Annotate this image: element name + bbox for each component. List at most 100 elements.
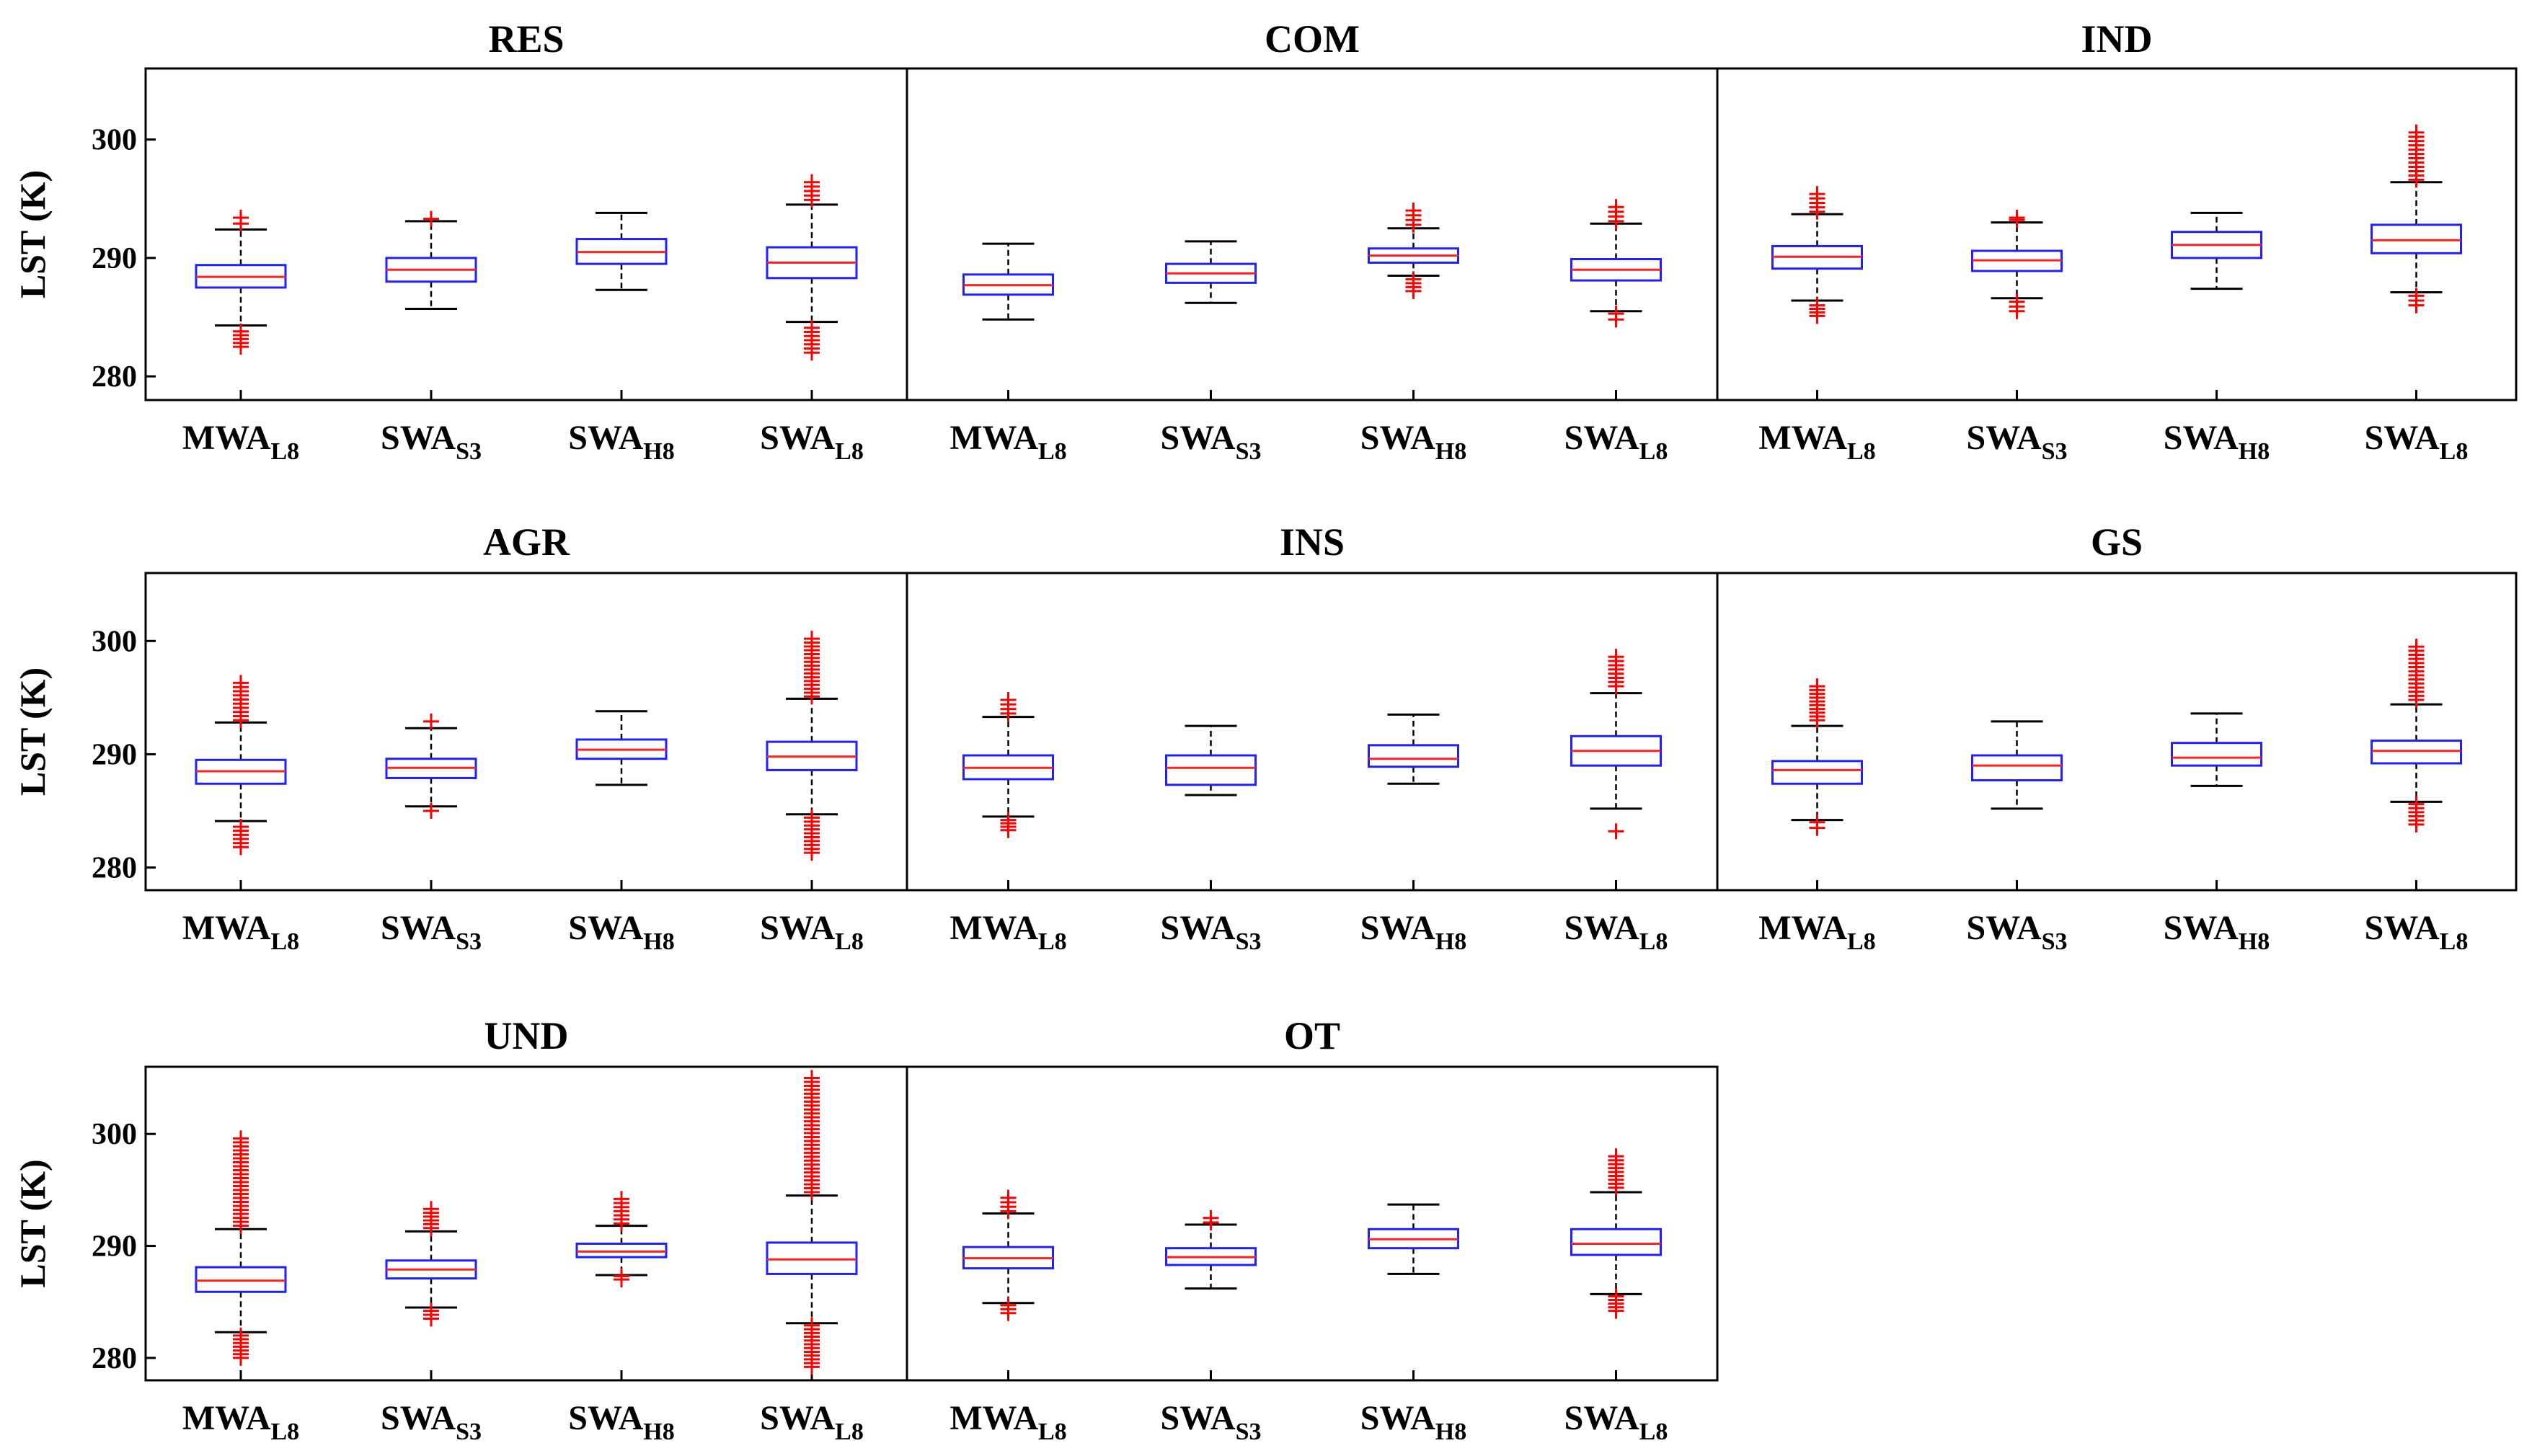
panel-ot: OT MWAL8 SWAS3 SWAH8 SWAL8 — [906, 1014, 1719, 1445]
box-swa-h8 — [1368, 1203, 1459, 1275]
y-tick-label: 300 — [92, 124, 137, 157]
outlier-low — [423, 803, 439, 819]
y-tick-label: 290 — [92, 242, 137, 275]
category-label: SWAS3 — [1161, 909, 1262, 955]
outlier-low — [1809, 814, 1825, 830]
panel-title: COM — [1265, 17, 1360, 61]
box-swa-l8 — [1570, 199, 1662, 328]
outlier-high — [233, 1130, 249, 1147]
outlier-low — [233, 819, 249, 835]
outlier-low — [1000, 812, 1017, 828]
panel-title: GS — [2091, 520, 2143, 564]
outlier-high — [804, 174, 820, 190]
outlier-low — [2408, 288, 2425, 304]
outlier-low — [2009, 293, 2025, 310]
box-mwa-l8 — [1771, 678, 1863, 836]
category-label: MWAL8 — [182, 419, 299, 465]
box-mwa-l8 — [962, 1189, 1054, 1321]
box-mwa-l8 — [195, 675, 287, 856]
iqr-box — [2371, 740, 2462, 765]
category-label: MWAL8 — [1758, 419, 1875, 465]
y-tick-label: 300 — [92, 1118, 137, 1151]
outlier-high — [1608, 649, 1624, 665]
iqr-box — [1165, 754, 1257, 786]
outlier-high — [1608, 199, 1624, 216]
outlier-low — [2408, 796, 2425, 812]
panel-title: OT — [1284, 1014, 1340, 1057]
outlier-high — [2408, 639, 2425, 655]
category-label: SWAH8 — [2164, 909, 2270, 955]
category-label: SWAS3 — [1161, 419, 1262, 465]
outlier-high — [1809, 186, 1825, 203]
box-mwa-l8 — [962, 242, 1054, 321]
panel-frame — [906, 67, 1719, 401]
box-swa-l8 — [2371, 124, 2462, 314]
outlier-high — [1608, 1148, 1624, 1165]
y-tick-label: 280 — [92, 852, 137, 885]
box-swa-l8 — [1570, 649, 1662, 840]
category-label: SWAL8 — [760, 909, 864, 955]
box-mwa-l8 — [195, 1130, 287, 1366]
category-label: MWAL8 — [950, 909, 1066, 955]
outlier-high — [233, 210, 249, 226]
outlier-high — [804, 631, 820, 647]
category-label: SWAS3 — [1161, 1399, 1262, 1445]
panel-und: UND LST (K) 280 290 300 MWAL8 SWAS3 SWAH8 SWAL8 — [12, 1014, 908, 1445]
box-swa-s3 — [1165, 724, 1257, 796]
box-swa-s3 — [385, 1201, 477, 1327]
iqr-box — [1971, 754, 2063, 782]
category-label: SWAS3 — [1967, 419, 2068, 465]
category-label: SWAL8 — [760, 419, 864, 465]
category-label: SWAL8 — [1564, 909, 1668, 955]
box-swa-s3 — [385, 713, 477, 819]
outlier-high — [804, 1070, 820, 1086]
outlier-high — [1000, 692, 1017, 708]
outlier-high — [1405, 203, 1422, 219]
iqr-box — [575, 1242, 668, 1259]
category-label: MWAL8 — [182, 909, 299, 955]
outlier-low — [1000, 1297, 1017, 1313]
category-label: SWAH8 — [568, 909, 675, 955]
box-swa-s3 — [1165, 240, 1257, 304]
y-axis-label: LST (K) — [12, 170, 53, 298]
iqr-box — [1771, 760, 1863, 785]
box-mwa-l8 — [1771, 186, 1863, 324]
panel-frame — [144, 67, 908, 401]
category-label: MWAL8 — [182, 1399, 299, 1445]
outlier-low — [233, 323, 249, 339]
box-swa-h8 — [575, 211, 668, 291]
panel-ins: INS MWAL8 SWAS3 SWAH8 SWAL8 — [906, 520, 1719, 955]
box-swa-h8 — [2171, 211, 2262, 290]
category-label: SWAS3 — [381, 909, 482, 955]
category-label: MWAL8 — [1758, 909, 1875, 955]
category-label: SWAH8 — [1360, 1399, 1467, 1445]
panel-res: RES LST (K) 280 290 300 MWAL8 SWAS3 SWAH8 SWAL8 — [12, 17, 908, 465]
box-mwa-l8 — [962, 692, 1054, 838]
iqr-box — [2371, 223, 2462, 254]
panel-title: INS — [1280, 520, 1345, 564]
outlier-high — [614, 1191, 629, 1207]
category-label: SWAH8 — [568, 419, 675, 465]
category-label: SWAL8 — [760, 1399, 864, 1445]
category-label: SWAS3 — [381, 1399, 482, 1445]
box-swa-l8 — [766, 174, 858, 361]
panel-frame — [906, 572, 1719, 892]
category-label: SWAL8 — [2365, 909, 2469, 955]
box-swa-h8 — [575, 1191, 668, 1288]
outlier-low — [804, 809, 820, 826]
outlier-low — [423, 1302, 439, 1319]
panel-frame — [1716, 67, 2518, 401]
box-swa-l8 — [766, 631, 858, 861]
category-label: SWAS3 — [1967, 909, 2068, 955]
y-tick-label: 280 — [92, 360, 137, 394]
box-swa-l8 — [766, 1070, 858, 1375]
outlier-high — [423, 210, 439, 227]
iqr-box — [1368, 744, 1459, 768]
panel-ind: IND MWAL8 SWAS3 SWAH8 SWAL8 — [1716, 17, 2518, 465]
outlier-low — [1608, 823, 1624, 840]
outlier-high — [1000, 1189, 1017, 1206]
panel-gs: GS MWAL8 SWAS3 SWAH8 SWAL8 — [1716, 520, 2518, 955]
iqr-box — [2171, 742, 2262, 767]
panel-frame — [144, 572, 908, 892]
